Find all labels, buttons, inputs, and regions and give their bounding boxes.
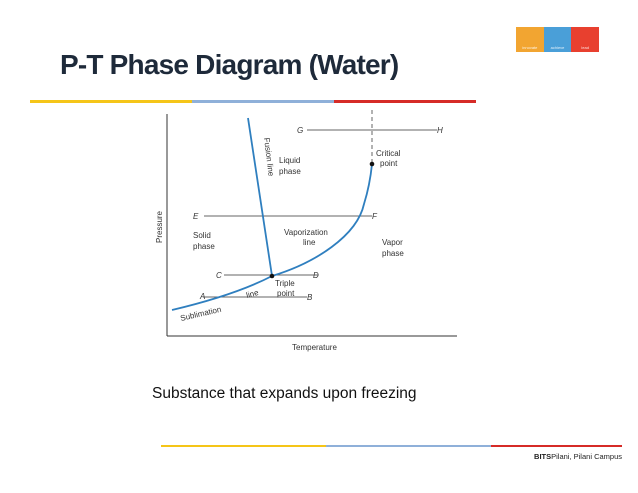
title-rule-red — [334, 100, 476, 103]
label-d: D — [313, 271, 319, 280]
fusion-curve — [247, 117, 273, 277]
label-b: B — [307, 293, 313, 302]
footer-campus: Pilani, Pilani Campus — [551, 452, 622, 461]
title-rule-blue — [192, 100, 334, 103]
footer-rule-red — [491, 445, 622, 447]
bits-logo: innovate achieve lead — [516, 27, 600, 52]
sublimation-curve — [171, 275, 273, 311]
slide-title: P-T Phase Diagram (Water) — [60, 49, 399, 80]
vaporization-curve — [271, 163, 373, 277]
footer-campus-text: BITSPilani, Pilani Campus — [534, 452, 622, 461]
footer-brand: BITS — [534, 452, 552, 461]
slide-caption: Substance that expands upon freezing — [152, 385, 417, 402]
triple-point-label: Triple point — [275, 279, 297, 298]
label-g: G — [297, 126, 303, 135]
label-a: A — [199, 292, 205, 301]
label-f: F — [372, 212, 378, 221]
y-axis-title: Pressure — [155, 210, 164, 243]
footer-rule-blue — [326, 445, 491, 447]
critical-point-dot — [369, 161, 375, 167]
solid-region-label: Solid phase — [193, 231, 215, 251]
fusion-line-label: Fusion line — [262, 137, 276, 177]
label-c: C — [216, 271, 222, 280]
label-h: H — [437, 126, 443, 135]
triple-point-dot — [269, 273, 275, 279]
logo-segment-innovate: innovate — [516, 27, 544, 52]
phase-diagram: G H E F C D A B Liquid phase Solid phase… — [155, 110, 457, 352]
logo-segment-achieve: achieve — [543, 27, 572, 52]
label-e: E — [193, 212, 199, 221]
liquid-region-label: Liquid phase — [279, 156, 303, 176]
logo-segment-lead: lead — [571, 27, 600, 52]
vaporization-line-label: Vaporization line — [284, 228, 330, 247]
footer-rule-yellow — [161, 445, 326, 447]
critical-point-label: Critical point — [376, 149, 403, 168]
title-rule-yellow — [30, 100, 192, 103]
x-axis-title: Temperature — [292, 343, 337, 352]
sublimation-line-label: line — [245, 288, 260, 300]
vapor-region-label: Vapor phase — [382, 238, 405, 258]
